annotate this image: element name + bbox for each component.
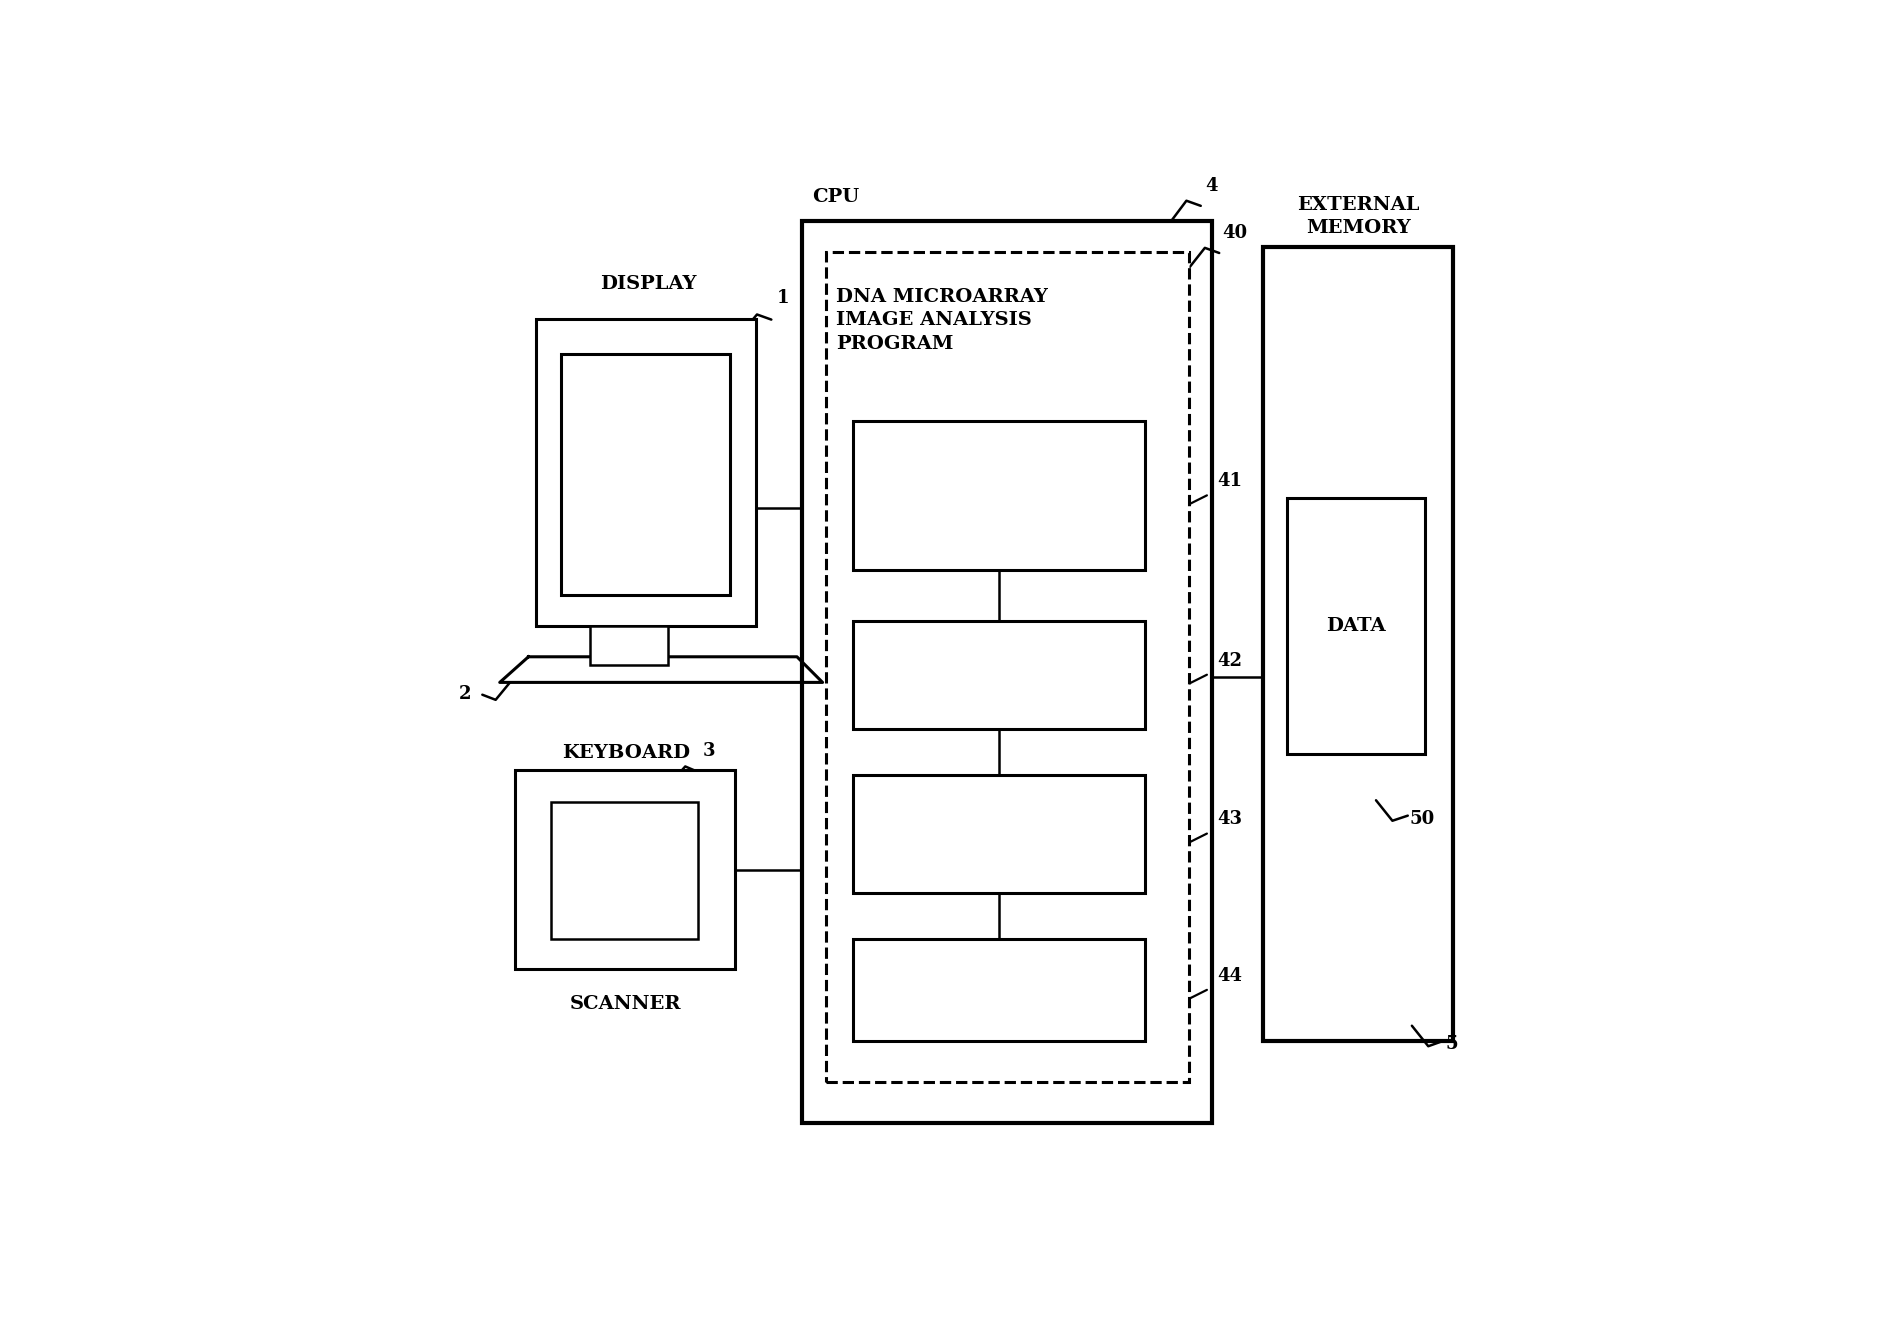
- Bar: [1287, 498, 1425, 755]
- Text: 5: 5: [1446, 1036, 1459, 1053]
- Text: 1: 1: [777, 289, 788, 307]
- Bar: [561, 354, 730, 595]
- Text: 44: 44: [1217, 966, 1241, 985]
- Text: 2: 2: [459, 685, 472, 703]
- Text: LEARNING
SECTION: LEARNING SECTION: [948, 655, 1052, 693]
- Bar: [853, 421, 1145, 570]
- Bar: [826, 252, 1190, 1082]
- Bar: [853, 938, 1145, 1041]
- Bar: [536, 318, 756, 626]
- Text: 42: 42: [1217, 652, 1241, 669]
- Text: 41: 41: [1217, 473, 1241, 490]
- Text: 50: 50: [1410, 811, 1435, 828]
- Text: CPU: CPU: [813, 188, 860, 206]
- Text: 40: 40: [1222, 224, 1247, 242]
- Bar: [589, 626, 667, 666]
- Bar: [802, 221, 1213, 1123]
- Text: 43: 43: [1217, 811, 1241, 828]
- Bar: [551, 803, 697, 938]
- Text: DATA: DATA: [1326, 618, 1385, 635]
- Text: ANALYSIS
SECTION: ANALYSIS SECTION: [951, 970, 1048, 1009]
- Text: 3: 3: [703, 743, 714, 760]
- Bar: [515, 769, 735, 969]
- Text: KEYBOARD: KEYBOARD: [561, 744, 690, 761]
- Text: STATUS
AUTOMATIC
SETTING SECTION: STATUS AUTOMATIC SETTING SECTION: [910, 466, 1090, 526]
- Text: AUTOMATIC
DECISION
SECTION: AUTOMATIC DECISION SECTION: [940, 804, 1059, 864]
- Text: EXTERNAL
MEMORY: EXTERNAL MEMORY: [1296, 197, 1419, 237]
- Text: SCANNER: SCANNER: [570, 996, 682, 1013]
- Bar: [853, 775, 1145, 893]
- Bar: [853, 620, 1145, 728]
- Text: DISPLAY: DISPLAY: [601, 276, 697, 293]
- Text: 4: 4: [1205, 177, 1217, 194]
- Text: DNA MICROARRAY
IMAGE ANALYSIS
PROGRAM: DNA MICROARRAY IMAGE ANALYSIS PROGRAM: [836, 287, 1048, 353]
- Bar: [1264, 246, 1453, 1041]
